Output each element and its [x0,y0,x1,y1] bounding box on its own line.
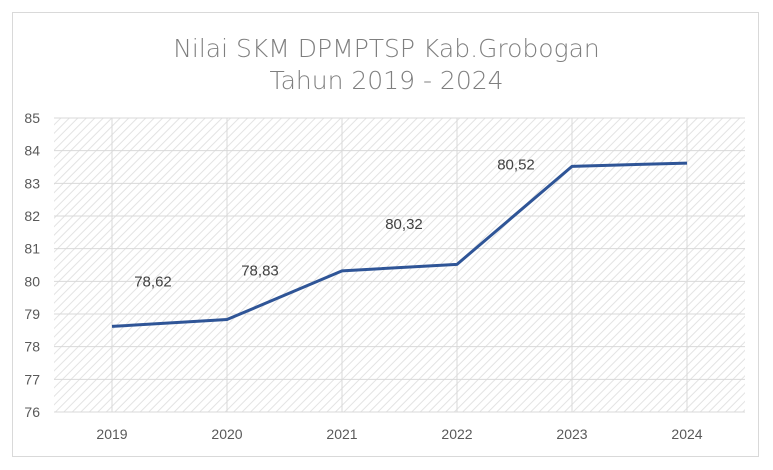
y-tick-label: 77 [24,371,40,387]
chart-subtitle: Tahun 2019 - 2024 [269,66,504,95]
chart-title: Nilai SKM DPMPTSP Kab.Grobogan [173,34,600,63]
y-tick-label: 84 [24,143,40,159]
x-tick-label: 2024 [671,426,702,442]
y-tick-label: 80 [24,273,40,289]
y-tick-label: 78 [24,339,40,355]
x-tick-label: 2022 [441,426,472,442]
chart-frame [12,12,759,457]
series-line [111,161,688,328]
plot-area [54,118,745,412]
y-tick-label: 79 [24,306,40,322]
y-tick-label: 82 [24,208,40,224]
x-tick-label: 2020 [211,426,242,442]
data-label: 78,62 [134,273,172,290]
data-label: 78,83 [241,263,279,280]
x-tick-label: 2023 [556,426,587,442]
x-tick-label: 2021 [326,426,357,442]
x-tick-label: 2019 [96,426,127,442]
data-label: 80,32 [385,216,423,233]
y-tick-label: 81 [24,241,40,257]
y-tick-label: 76 [24,404,40,420]
y-tick-label: 85 [24,110,40,126]
data-label: 80,52 [497,156,535,173]
y-tick-label: 83 [24,175,40,191]
